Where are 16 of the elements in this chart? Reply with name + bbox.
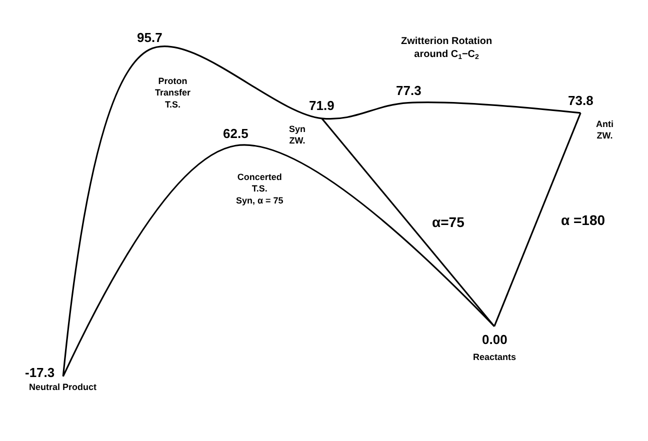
x-tick-label: Neutral Product <box>29 382 97 392</box>
data-label: 77.3 <box>396 83 422 98</box>
series-label: α=75 <box>432 214 465 230</box>
x-tick-label: Reactants <box>473 352 516 362</box>
x-tick-label: Anti ZW. <box>596 119 614 141</box>
data-label: 62.5 <box>223 126 248 141</box>
data-label: 0.00 <box>482 332 508 347</box>
annotation: Zwitterion Rotation around C$_{1}$−C$_{2}$ <box>401 36 492 62</box>
data-label: 71.9 <box>309 98 334 113</box>
data-label: -17.3 <box>25 365 55 380</box>
data-label: 95.7 <box>137 30 162 45</box>
x-tick-label: Syn ZW. <box>289 124 306 146</box>
series-label: α =180 <box>561 212 606 228</box>
x-tick-label: Proton Transfer T.S. <box>155 76 192 110</box>
data-label: 73.8 <box>568 93 594 108</box>
x-tick-label: Concerted T.S. Syn, α = 75 <box>236 172 284 206</box>
